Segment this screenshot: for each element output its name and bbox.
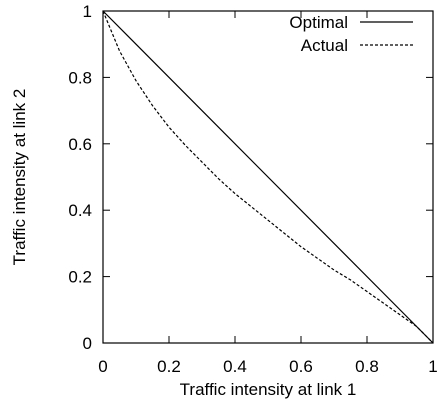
plot-frame xyxy=(102,10,434,344)
x-tick-label: 0.4 xyxy=(223,357,247,376)
x-tick-label: 0.2 xyxy=(157,357,181,376)
y-axis-label: Traffic intensity at link 2 xyxy=(10,89,29,266)
x-axis-label: Traffic intensity at link 1 xyxy=(180,380,357,399)
x-tick-label: 1 xyxy=(428,357,437,376)
y-tick-label: 0.6 xyxy=(68,135,92,154)
legend-label-actual: Actual xyxy=(301,36,348,55)
y-tick-label: 0.4 xyxy=(68,201,92,220)
y-tick-label: 0.8 xyxy=(68,68,92,87)
series-line-optimal xyxy=(102,10,434,344)
ticks-layer: 0 0.2 0.4 0.6 0.8 1 0 0.2 0.4 0.6 0.8 1 xyxy=(68,2,437,376)
series-line-actual xyxy=(102,10,434,344)
legend-label-optimal: Optimal xyxy=(289,13,348,32)
y-tick-label: 0.2 xyxy=(68,268,92,287)
x-tick-label: 0 xyxy=(98,357,107,376)
y-tick-label: 1 xyxy=(83,2,92,21)
legend: Optimal Actual xyxy=(289,13,413,55)
y-tick-label: 0 xyxy=(83,334,92,353)
x-tick-label: 0.8 xyxy=(355,357,379,376)
x-tick-label: 0.6 xyxy=(289,357,313,376)
series-layer xyxy=(102,10,434,344)
